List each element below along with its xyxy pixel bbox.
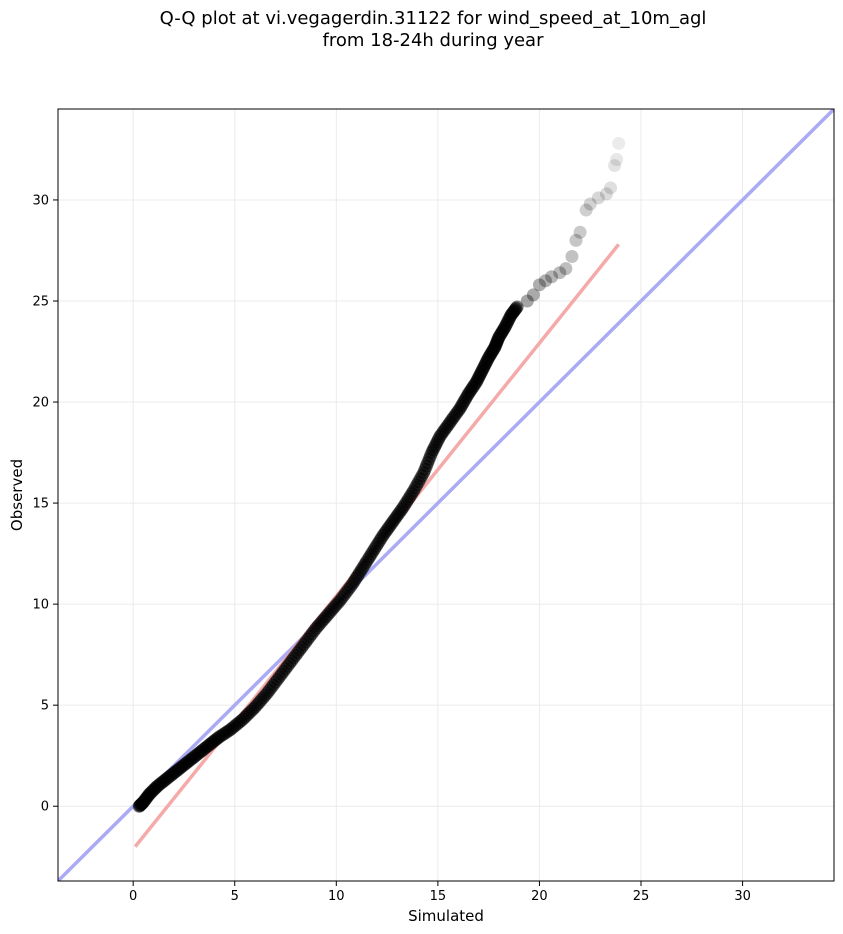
- quantile-point: [591, 191, 605, 205]
- quantile-point: [520, 294, 534, 308]
- x-tick-label: 30: [734, 889, 751, 904]
- y-tick-label: 20: [32, 396, 49, 411]
- plot-frame: [57, 108, 835, 882]
- quantile-point: [599, 187, 613, 201]
- chart-title-line1: Q-Q plot at vi.vegagerdin.31122 for wind…: [159, 8, 707, 29]
- x-tick-label: 15: [430, 889, 447, 904]
- x-axis-label: Simulated: [408, 907, 484, 925]
- quantile-point: [545, 270, 559, 284]
- x-tick-label: 20: [531, 889, 548, 904]
- quantile-point: [565, 250, 579, 264]
- quantile-point: [559, 262, 573, 276]
- chart-title-line2: from 18-24h during year: [322, 30, 544, 51]
- y-tick-label: 15: [32, 497, 49, 512]
- quantile-points: [132, 136, 626, 813]
- x-tick-label: 25: [633, 889, 650, 904]
- y-tick-label: 30: [32, 193, 49, 208]
- quantile-point: [510, 300, 524, 314]
- quantile-point: [610, 153, 624, 167]
- x-axis-ticks: 0 5 10 15 20 25 30: [129, 881, 751, 904]
- identity-line: [58, 109, 834, 881]
- y-tick-label: 5: [41, 699, 49, 714]
- x-tick-label: 0: [129, 889, 137, 904]
- x-tick-label: 10: [328, 889, 345, 904]
- quantile-point: [604, 181, 618, 195]
- chart-title: Q-Q plot at vi.vegagerdin.31122 for wind…: [0, 8, 843, 52]
- quantile-point: [573, 225, 587, 239]
- grid-lines: [58, 109, 834, 881]
- quantile-point: [526, 288, 540, 302]
- quantile-point: [579, 203, 593, 217]
- quantile-point: [532, 278, 546, 292]
- quantile-point: [553, 266, 567, 280]
- x-tick-label: 5: [231, 889, 239, 904]
- quantile-point: [569, 233, 583, 247]
- quantile-point: [583, 197, 597, 211]
- quantile-point: [612, 136, 626, 150]
- y-axis-ticks: 0 5 10 15 20 25 30: [32, 193, 58, 815]
- y-tick-label: 25: [32, 294, 49, 309]
- y-tick-label: 0: [41, 800, 49, 815]
- quantile-point: [539, 274, 553, 288]
- quantile-point: [608, 159, 622, 173]
- y-tick-label: 10: [32, 598, 49, 613]
- y-axis-label: Observed: [8, 459, 26, 531]
